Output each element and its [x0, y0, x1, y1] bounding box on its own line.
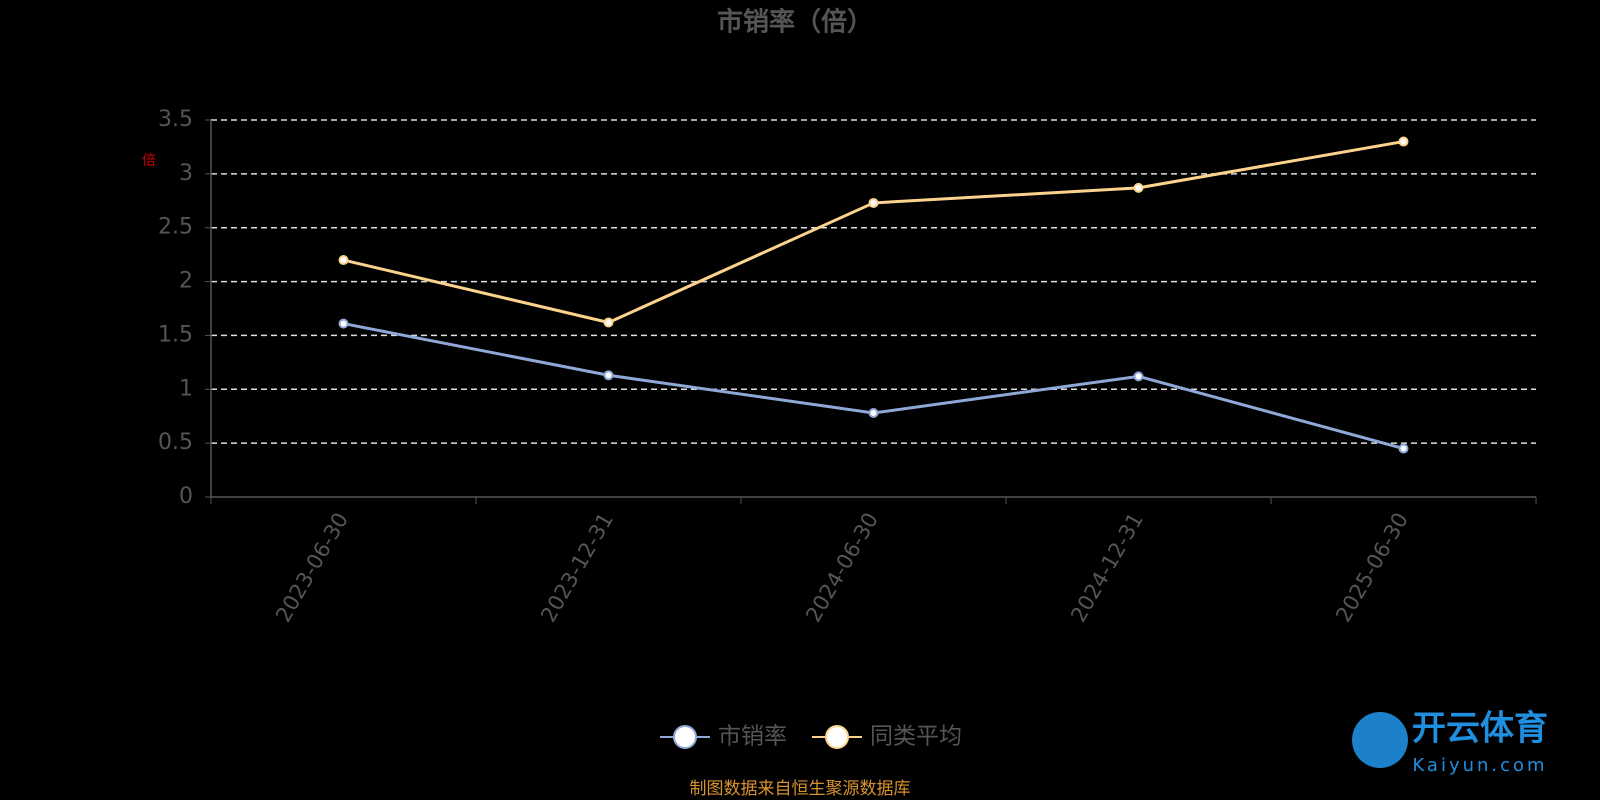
y-tick-label: 2.5 — [158, 215, 193, 240]
watermark: 开云体育 Kaiyun.com — [1352, 709, 1548, 776]
data-point — [338, 318, 349, 329]
data-point — [1398, 136, 1409, 147]
chart-title: 市销率（倍） — [717, 7, 873, 38]
data-point — [338, 255, 349, 266]
legend-marker — [673, 725, 697, 749]
y-unit: 倍 — [142, 153, 156, 169]
y-tick-label: 0 — [179, 484, 193, 509]
data-point — [1133, 371, 1144, 382]
watermark-site: Kaiyun.com — [1412, 755, 1547, 776]
data-point — [868, 197, 879, 208]
logo-icon — [1352, 712, 1408, 768]
y-tick-label: 1 — [179, 376, 193, 401]
y-tick-label: 3 — [179, 161, 193, 186]
legend-label: 同类平均 — [870, 724, 962, 750]
watermark-brand: 开云体育 — [1412, 709, 1548, 749]
y-tick-label: 3.5 — [158, 107, 193, 132]
data-point — [603, 370, 614, 381]
y-tick-label: 2 — [179, 269, 193, 294]
data-point — [1398, 443, 1409, 454]
data-point — [868, 407, 879, 418]
legend-label: 市销率 — [718, 724, 787, 750]
y-tick-label: 0.5 — [158, 430, 193, 455]
source: 制图数据来自恒生聚源数据库 — [690, 779, 911, 799]
legend-marker — [825, 725, 849, 749]
data-point — [1133, 182, 1144, 193]
y-tick-label: 1.5 — [158, 322, 193, 347]
data-point — [603, 317, 614, 328]
